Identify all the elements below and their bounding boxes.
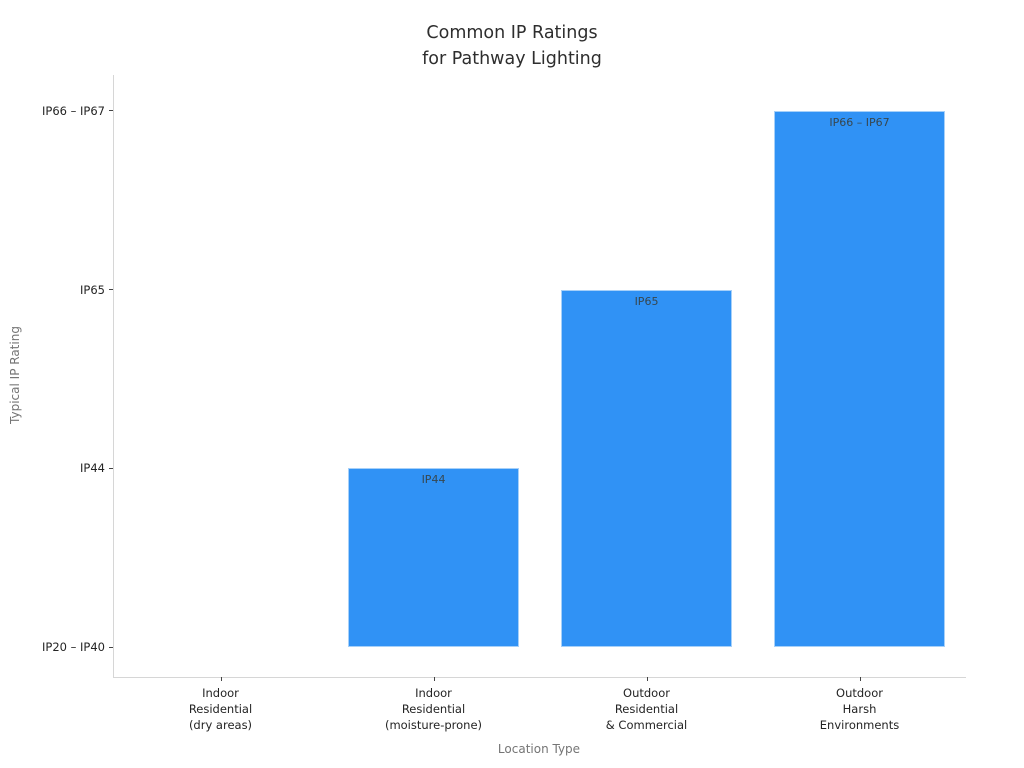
- y-tick-mark: [109, 467, 113, 469]
- bar-value-label: IP65: [634, 294, 659, 308]
- y-tick-mark: [109, 289, 113, 291]
- y-axis-label: Typical IP Rating: [8, 326, 22, 424]
- chart-title: Common IP Ratings for Pathway Lighting: [422, 23, 602, 69]
- bar: [348, 468, 519, 647]
- bar: [561, 289, 732, 647]
- x-tick-label: Outdoor Harsh Environments: [819, 686, 900, 732]
- y-tick-label: IP20 – IP40: [42, 640, 105, 654]
- x-tick-mark: [433, 677, 435, 681]
- y-tick-label: IP66 – IP67: [42, 103, 105, 118]
- y-tick-mark: [109, 110, 113, 112]
- x-tick-label: Indoor Residential (moisture-prone): [384, 686, 483, 732]
- x-tick-label: Indoor Residential (dry areas): [188, 686, 253, 732]
- bar-value-label: IP44: [421, 473, 446, 487]
- y-tick-mark: [109, 646, 113, 648]
- y-tick-label: IP44: [80, 461, 105, 476]
- x-tick-mark: [646, 677, 648, 681]
- bar: [774, 111, 945, 647]
- x-tick-label: Outdoor Residential & Commercial: [605, 686, 688, 732]
- x-axis-label: Location Type: [497, 742, 581, 756]
- y-tick-label: IP65: [80, 282, 105, 297]
- plot-area: IP20 – IP40 IP44 IP65 IP66 – IP67 Indoor Res…: [42, 75, 966, 732]
- x-tick-mark: [220, 677, 222, 681]
- x-tick-mark: [859, 677, 861, 681]
- bar-value-label: IP66 – IP67: [829, 115, 890, 129]
